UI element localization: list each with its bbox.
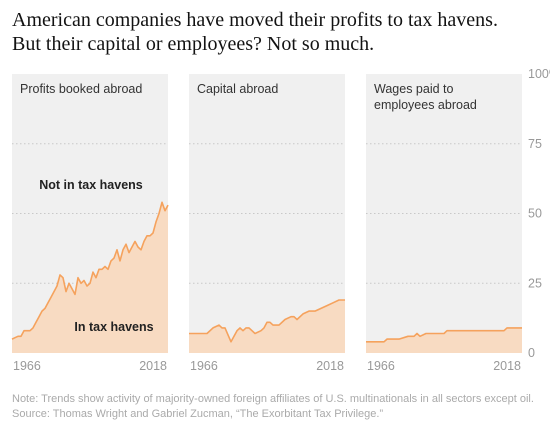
- panel-label: Wages paid to: [374, 82, 453, 96]
- series-line: [189, 299, 345, 343]
- series-line: [366, 327, 522, 343]
- y-tick-label: 100%: [528, 67, 550, 81]
- x-tick-label: 2018: [316, 359, 344, 373]
- chart-footer: Note: Trends show activity of majority-o…: [12, 392, 547, 422]
- x-tick-label: 2018: [493, 359, 521, 373]
- panel-label: Capital abroad: [197, 82, 278, 96]
- y-tick-label: 25: [528, 276, 542, 290]
- panel-background: [189, 74, 345, 353]
- panel-label: Profits booked abroad: [20, 82, 142, 96]
- y-tick-label: 75: [528, 137, 542, 151]
- y-tick-label: 50: [528, 207, 542, 221]
- chart-title: American companies have moved their prof…: [12, 8, 542, 56]
- x-tick-label: 2018: [139, 359, 167, 373]
- annotation-not-in-tax-havens: Not in tax havens: [39, 178, 143, 192]
- chart-note: Note: Trends show activity of majority-o…: [12, 393, 534, 405]
- series-area: [12, 202, 168, 353]
- x-tick-label: 1966: [367, 359, 395, 373]
- panel-label: employees abroad: [374, 98, 477, 112]
- annotation-in-tax-havens: In tax havens: [74, 320, 153, 334]
- panel-background: [366, 74, 522, 353]
- x-tick-label: 1966: [13, 359, 41, 373]
- series-line: [11, 201, 169, 340]
- x-tick-label: 1966: [190, 359, 218, 373]
- title-line-1: American companies have moved their prof…: [12, 9, 498, 31]
- chart-source: Source: Thomas Wright and Gabriel Zucman…: [12, 408, 384, 420]
- small-multiples-chart: Profits booked abroad 1966 2018 Capital abr…: [11, 67, 550, 373]
- y-tick-label: 0: [528, 346, 535, 360]
- title-line-2: But their capital or employees? Not so m…: [12, 33, 375, 55]
- series-area: [366, 327, 522, 353]
